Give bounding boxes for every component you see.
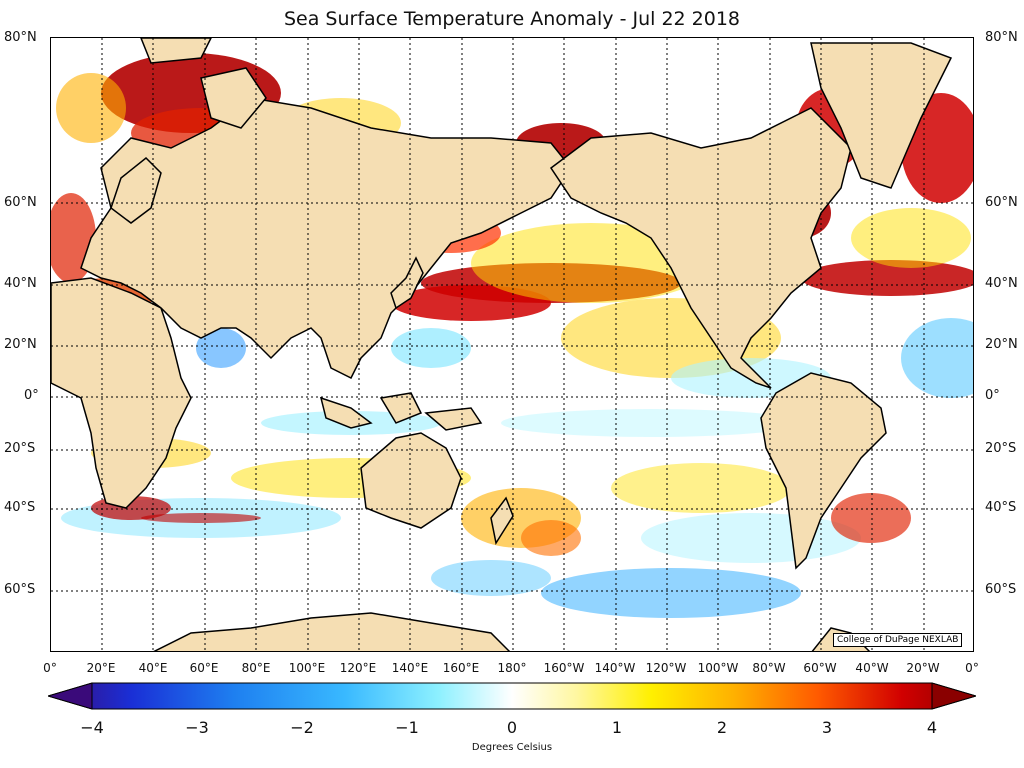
lon-label-160e: 160°E (442, 661, 480, 675)
lon-label-160w: 160°W (543, 661, 585, 675)
lat-label-right-0: 0° (985, 388, 1000, 403)
map-canvas (51, 38, 973, 651)
lat-label-left-20s: 20°S (4, 441, 36, 456)
colorbar-min-extend (48, 682, 93, 710)
lat-label-left-80n: 80°N (4, 30, 37, 45)
colorbar-tick-1: 1 (611, 718, 623, 737)
lat-label-right-80n: 80°N (985, 30, 1018, 45)
colorbar-tick-neg4: −4 (80, 718, 104, 737)
lon-label-140e: 140°E (391, 661, 429, 675)
lat-label-left-40s: 40°S (4, 500, 36, 515)
lat-label-right-20n: 20°N (985, 337, 1018, 352)
lat-label-left-60s: 60°S (4, 582, 36, 597)
sst-anomaly-map[interactable] (50, 37, 974, 652)
lon-label-80w: 80°W (752, 661, 786, 675)
lon-label-60e: 60°E (189, 661, 219, 675)
lon-label-120w: 120°W (645, 661, 687, 675)
lon-label-0: 0° (43, 661, 57, 675)
lon-label-20e: 20°E (86, 661, 116, 675)
lat-label-left-40n: 40°N (4, 276, 37, 291)
lon-label-40w: 40°W (855, 661, 889, 675)
lon-label-100w: 100°W (697, 661, 739, 675)
colorbar-tick-2: 2 (716, 718, 728, 737)
lat-label-left-0: 0° (24, 388, 39, 403)
lon-label-180: 180° (497, 661, 527, 675)
lat-label-right-20s: 20°S (985, 441, 1017, 456)
lon-label-60w: 60°W (803, 661, 837, 675)
lon-label-100e: 100°E (288, 661, 326, 675)
lat-label-right-40n: 40°N (985, 276, 1018, 291)
lat-label-right-60n: 60°N (985, 195, 1018, 210)
lat-label-left-60n: 60°N (4, 195, 37, 210)
colorbar-tick-0: 0 (506, 718, 518, 737)
map-title: Sea Surface Temperature Anomaly - Jul 22… (283, 8, 741, 30)
lon-label-0-end: 0° (965, 661, 979, 675)
lon-label-40e: 40°E (138, 661, 168, 675)
lon-label-120e: 120°E (339, 661, 377, 675)
lon-label-20w: 20°W (906, 661, 940, 675)
lon-label-80e: 80°E (241, 661, 271, 675)
land-layer (51, 38, 953, 651)
colorbar-max-extend (931, 682, 976, 710)
colorbar-tick-3: 3 (821, 718, 833, 737)
lat-label-left-20n: 20°N (4, 337, 37, 352)
lat-label-right-40s: 40°S (985, 500, 1017, 515)
colorbar-tick-neg1: −1 (395, 718, 419, 737)
colorbar-label: Degrees Celsius (471, 742, 553, 753)
colorbar (48, 682, 976, 710)
colorbar-tick-neg3: −3 (185, 718, 209, 737)
colorbar-gradient (48, 682, 976, 710)
lon-label-140w: 140°W (594, 661, 636, 675)
lat-label-right-60s: 60°S (985, 582, 1017, 597)
colorbar-tick-4: 4 (926, 718, 938, 737)
colorbar-tick-neg2: −2 (290, 718, 314, 737)
graticule (51, 38, 973, 651)
credit-badge: College of DuPage NEXLAB (833, 633, 963, 647)
